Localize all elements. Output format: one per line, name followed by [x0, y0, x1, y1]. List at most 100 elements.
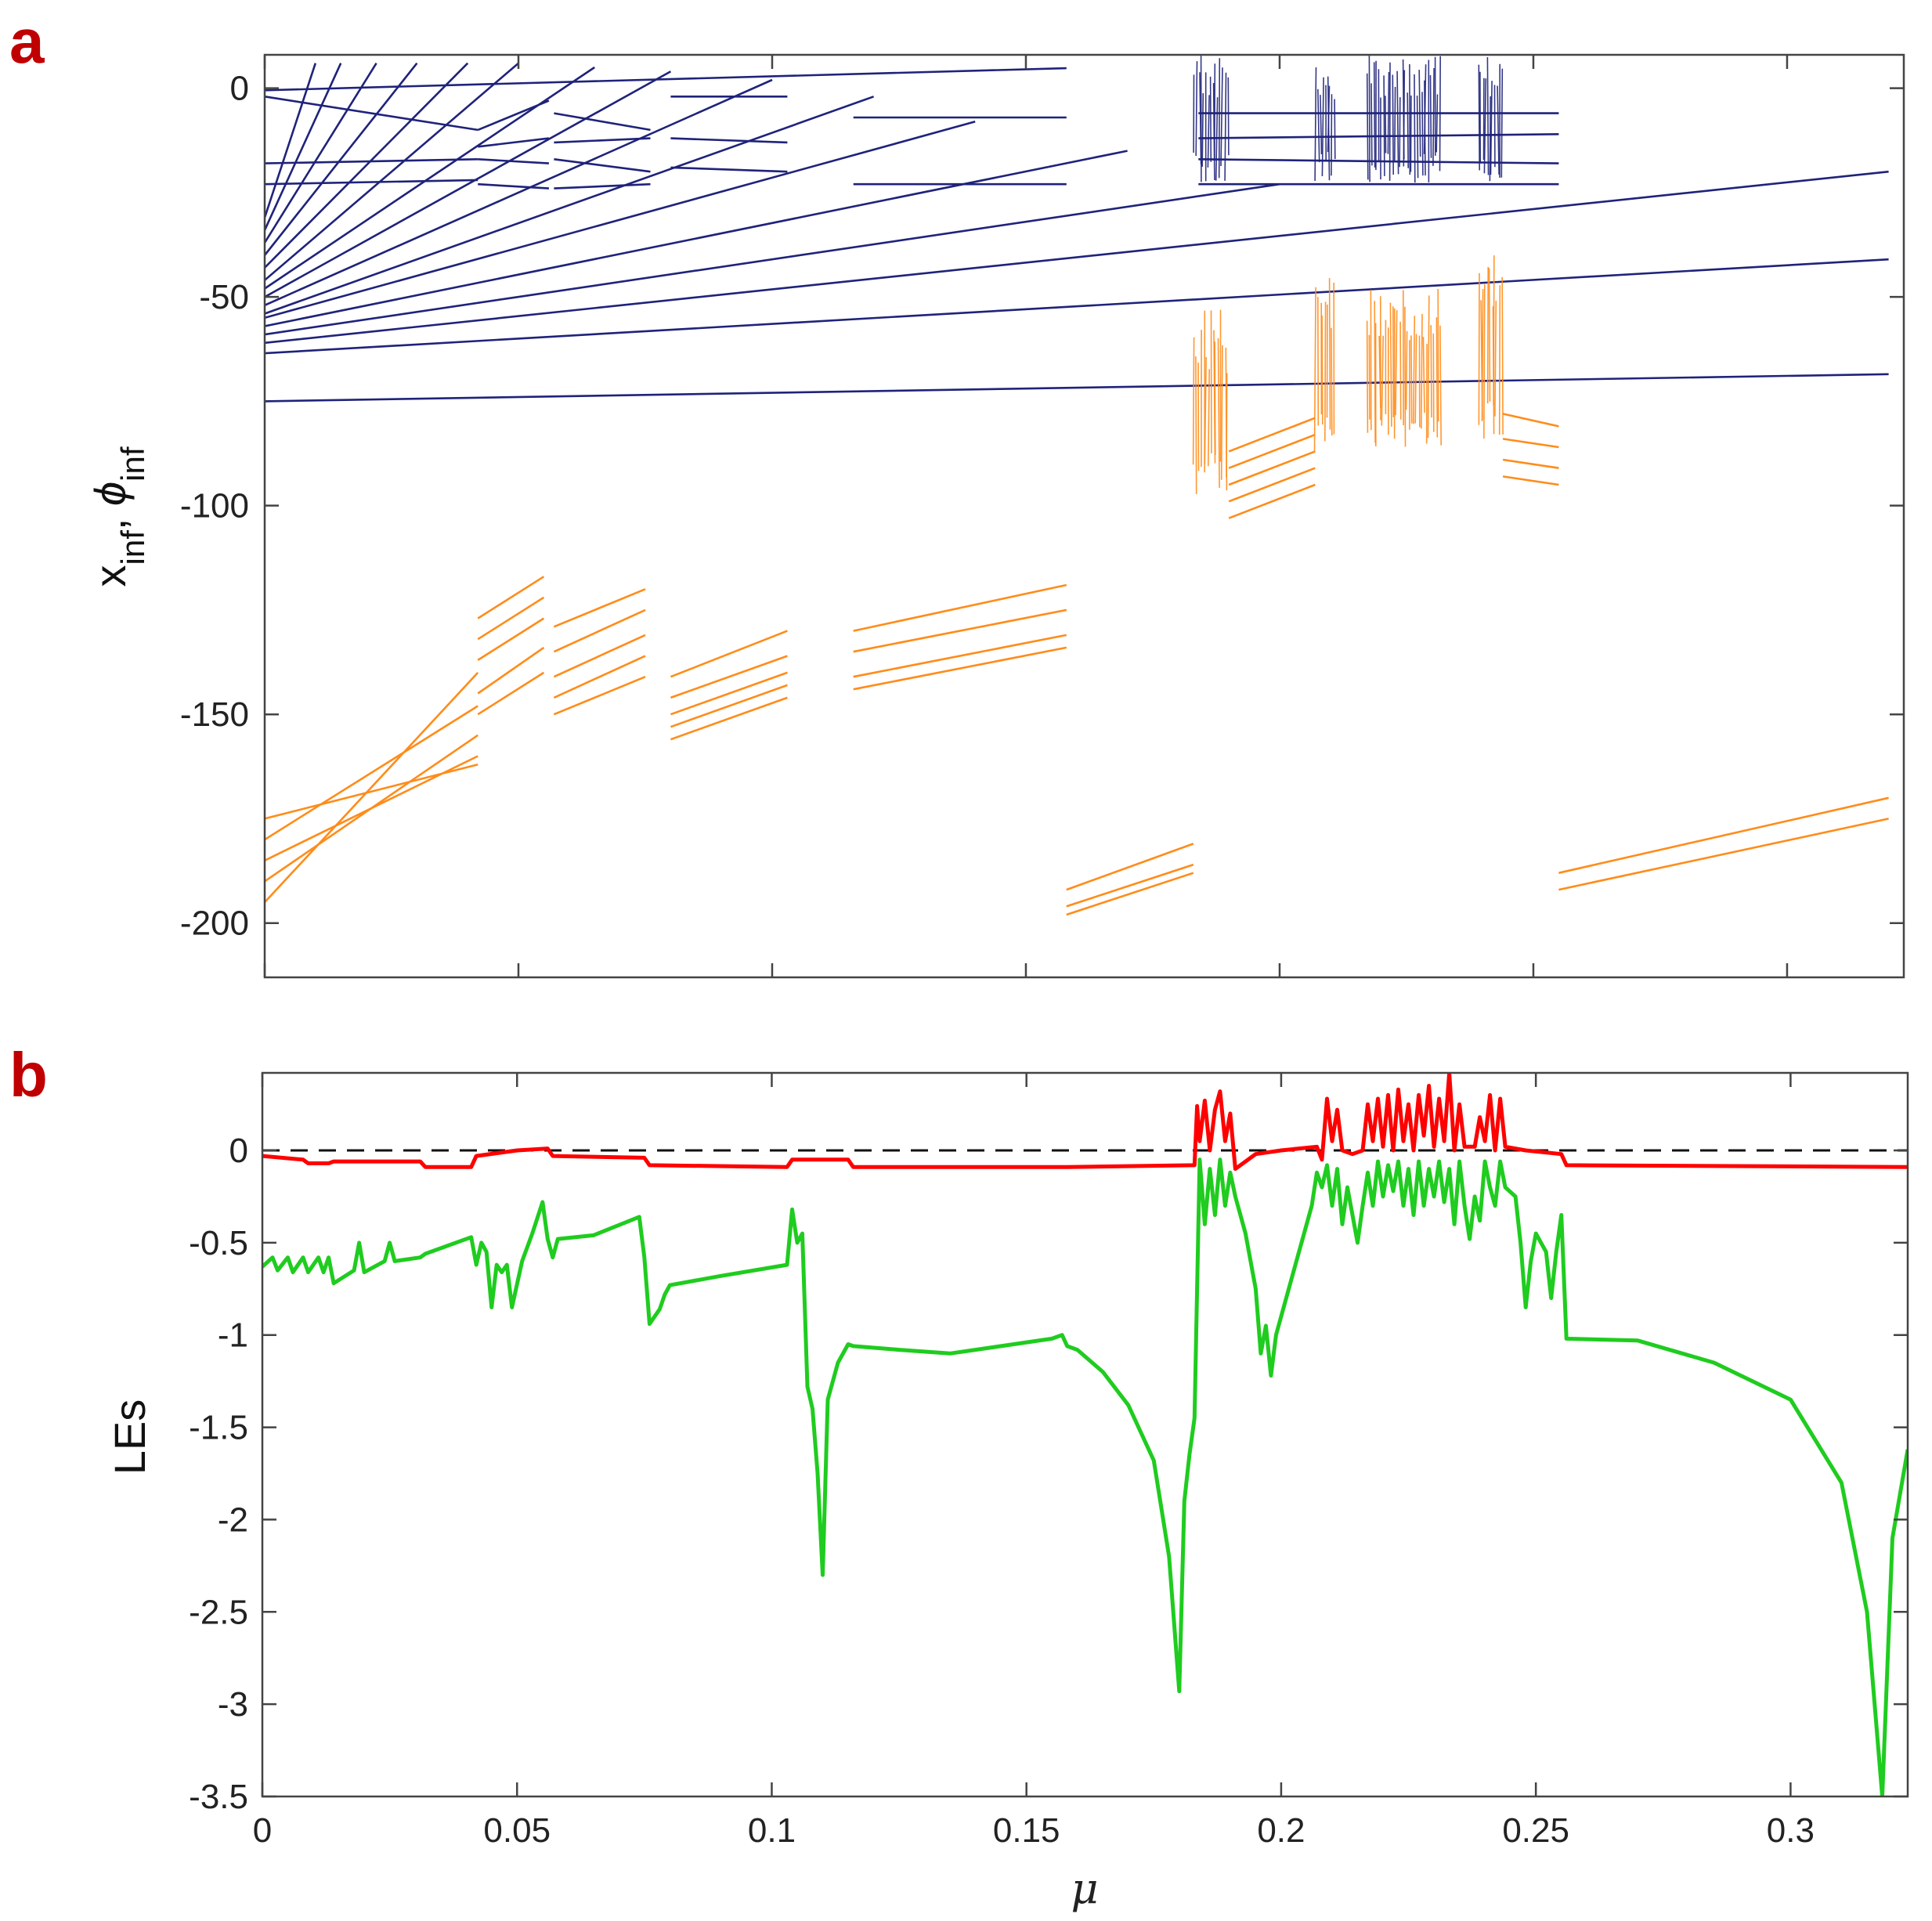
phi_inf-branch-23	[853, 646, 1067, 691]
panel-b-xtick-label-4: 0.2	[1257, 1811, 1305, 1850]
phi_inf-branch-24	[1066, 843, 1194, 891]
x_inf-branch-5	[265, 121, 976, 320]
phi_inf-branch-37	[1502, 475, 1559, 486]
phi_inf-branch-36	[1502, 458, 1559, 469]
panel-b-ytick-label-6: -3	[218, 1685, 248, 1724]
panel-b-data-layer	[262, 1073, 1908, 1796]
panel-a-ytick-label-0: 0	[230, 70, 249, 108]
phi_inf-chaotic-band-3	[1478, 255, 1504, 439]
panel-b-frame	[261, 1071, 1909, 1798]
panel-b-ytick-label-7: -3.5	[189, 1778, 248, 1816]
x_inf-branch-2	[265, 373, 1889, 403]
phi_inf-branch-35	[1502, 438, 1559, 449]
phi_inf-branch-7	[477, 617, 545, 661]
phi_inf-branch-22	[853, 634, 1067, 678]
phi_inf-branch-8	[477, 646, 545, 695]
x_inf-branch-1	[265, 170, 1889, 345]
panel-b-ytick-label-4: -2	[218, 1500, 248, 1539]
panel-b-xtick-label-1: 0.05	[483, 1811, 551, 1850]
x_inf-branch-0	[265, 258, 1889, 355]
phi_inf-branch-33	[1228, 483, 1316, 519]
panel-a-x-ticks	[263, 55, 1789, 977]
panel-a-frame	[263, 53, 1905, 979]
phi_inf-branch-29	[1228, 417, 1316, 453]
phi_inf-branch-20	[853, 583, 1067, 632]
phi_inf-branch-14	[553, 675, 646, 716]
x_inf-branch-27	[554, 182, 651, 190]
phi_inf-branch-0	[265, 672, 479, 903]
phi_inf-branch-17	[670, 671, 788, 716]
panel-b-ytick-label-3: -1.5	[189, 1409, 248, 1447]
phi_inf-branch-5	[477, 576, 545, 619]
panel-b-xtick-label-6: 0.3	[1767, 1811, 1815, 1850]
panel-a-data-layer	[265, 55, 1889, 916]
x_inf-branch-26	[554, 158, 651, 173]
panel-b-xtick-label-0: 0	[253, 1811, 272, 1850]
phi_inf-branch-28	[1558, 818, 1889, 891]
phi_inf-branch-13	[553, 655, 646, 699]
phi_inf-branch-27	[1558, 796, 1889, 874]
x_inf-branch-3	[265, 182, 1280, 336]
panel-b-y-ticks: 0 -0.5 -1 -1.5 -2 -2.5 -3 -3.5	[189, 1132, 1908, 1816]
phi_inf-branch-34	[1502, 413, 1559, 428]
x_inf-branch-8	[265, 70, 672, 298]
x_inf-branch-6	[265, 96, 875, 315]
phi_inf-branch-12	[553, 634, 646, 678]
panel-a-ytick-label-3: -150	[180, 695, 249, 734]
panel-a-ytick-label-1: -50	[199, 278, 249, 316]
phi_inf-branch-32	[1228, 467, 1316, 503]
x_inf-branch-14	[265, 63, 342, 231]
phi_inf-branch-4	[265, 763, 478, 820]
phi_inf-branch-6	[477, 596, 545, 641]
le2-line	[262, 1157, 1908, 1796]
x_inf-chaotic-band-1	[1314, 67, 1336, 182]
x_inf-branch-21	[478, 137, 550, 148]
le1-line	[262, 1073, 1908, 1172]
x_inf-chaotic-band-2	[1366, 55, 1441, 183]
phi_inf-branch-10	[553, 588, 646, 628]
phi_inf-branch-9	[477, 671, 545, 716]
panel-b-xtick-label-3: 0.15	[993, 1811, 1060, 1850]
x_inf-chaotic-band-3	[1478, 56, 1504, 182]
panel-b-axes: 0 -0.5 -1 -1.5 -2 -2.5 -3 -3.5 0 0.05 0.1 0.15 0.2 0…	[105, 1071, 1909, 1913]
panel-a-y-axis-label: xinf, ϕinf	[85, 446, 151, 587]
x_inf-branch-18	[265, 158, 478, 164]
panel-b-xtick-label-5: 0.25	[1502, 1811, 1569, 1850]
panel-b-xtick-label-2: 0.1	[748, 1811, 796, 1850]
x_inf-branch-23	[478, 182, 549, 190]
x_inf-branch-13	[265, 63, 377, 244]
phi_inf-chaotic-band-1	[1313, 278, 1335, 453]
x_inf-branch-11	[265, 62, 469, 269]
panel-b-y-axis-label: LEs	[105, 1399, 154, 1475]
panel-b-letter: b	[9, 1040, 48, 1110]
phi_inf-branch-19	[670, 696, 788, 741]
x_inf-branch-12	[265, 62, 418, 256]
phi_inf-branch-11	[553, 608, 646, 653]
x_inf-branch-25	[554, 137, 651, 144]
panel-a-ytick-label-4: -200	[180, 905, 249, 943]
x_inf-chaotic-band-0	[1193, 56, 1230, 182]
panel-a-y-ticks: 0 -50 -100 -150 -200	[180, 70, 1904, 943]
x_inf-branch-22	[478, 158, 549, 164]
panel-b-x-ticks: 0 0.05 0.1 0.15 0.2 0.25 0.3	[253, 1073, 1815, 1850]
phi_inf-branch-18	[670, 684, 788, 728]
x_inf-branch-29	[670, 137, 788, 144]
panel-b-x-axis-label: μ	[1071, 1864, 1098, 1913]
x_inf-branch-17	[265, 96, 478, 132]
phi_inf-chaotic-band-2	[1366, 288, 1442, 447]
panel-a-ytick-label-2: -100	[180, 487, 249, 525]
x_inf-branch-19	[265, 179, 478, 186]
phi_inf-branch-25	[1066, 863, 1194, 908]
phi_inf-chaotic-band-0	[1192, 309, 1228, 494]
panel-b-ytick-label-5: -2.5	[189, 1593, 248, 1631]
panel-a-letter: a	[9, 6, 45, 76]
panel-b-ytick-label-1: -0.5	[189, 1224, 248, 1262]
x_inf-branch-16	[265, 67, 1067, 92]
panel-b-ytick-label-2: -1	[218, 1316, 248, 1355]
panel-a-axes: 0 -50 -100 -150 -200 xinf, ϕinf	[85, 53, 1905, 979]
x_inf-branch-24	[554, 112, 651, 132]
phi_inf-branch-31	[1228, 450, 1316, 486]
phi_inf-branch-16	[670, 655, 788, 699]
phi_inf-branch-30	[1228, 433, 1316, 469]
